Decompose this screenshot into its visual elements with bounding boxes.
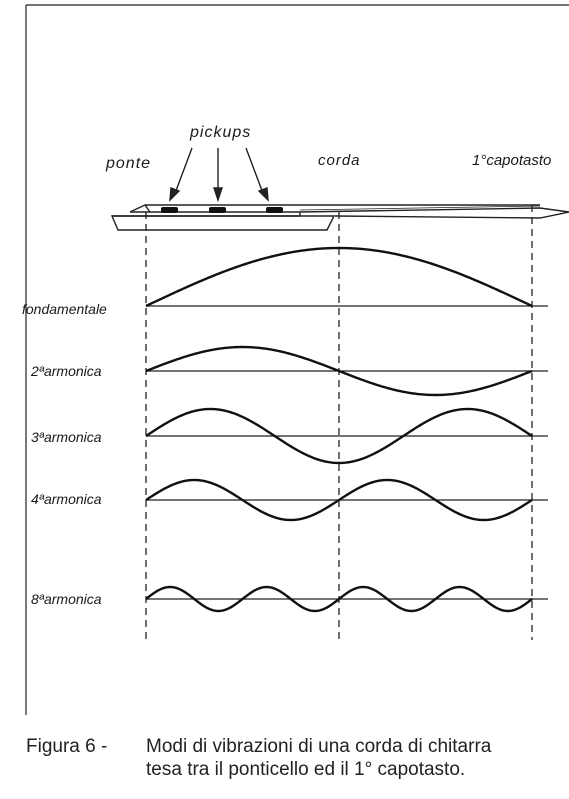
pickup-arrows — [169, 147, 269, 203]
guitar-body — [110, 204, 569, 231]
pickup-3 — [266, 207, 283, 213]
mode-label: 2ªarmonica — [30, 363, 102, 379]
mode-wave — [145, 246, 533, 308]
pickup-2 — [209, 207, 226, 213]
mode-2-armonica: 2ªarmonica — [30, 345, 548, 397]
caption-number: Figura 6 - — [26, 736, 108, 757]
label-corda: corda — [318, 152, 361, 169]
mode-wave — [145, 585, 533, 613]
mode-wave — [145, 407, 533, 465]
mode-label: 4ªarmonica — [31, 491, 102, 507]
mode-label: 3ªarmonica — [31, 429, 102, 445]
mode-wave — [145, 345, 533, 397]
caption-line-1: Modi di vibrazioni di una corda di chita… — [146, 736, 492, 757]
mode-label: fondamentale — [22, 301, 107, 317]
mode-wave — [145, 478, 533, 522]
label-capotasto: 1°capotasto — [472, 152, 551, 169]
mode-label: 8ªarmonica — [31, 591, 102, 607]
mode-4-armonica: 4ªarmonica — [31, 478, 548, 522]
label-pickups: pickups — [189, 124, 251, 141]
guide-lines — [145, 205, 533, 640]
pickups — [161, 207, 283, 213]
caption-line-2: tesa tra il ponticello ed il 1° capotast… — [146, 759, 466, 780]
figure-caption: Figura 6 - Modi di vibrazioni di una cor… — [0, 722, 569, 792]
pickup-1 — [161, 207, 178, 213]
mode-fondamentale: fondamentale — [22, 246, 548, 317]
mode-3-armonica: 3ªarmonica — [31, 407, 548, 465]
mode-8-armonica: 8ªarmonica — [31, 585, 548, 613]
label-ponte: ponte — [105, 155, 151, 172]
